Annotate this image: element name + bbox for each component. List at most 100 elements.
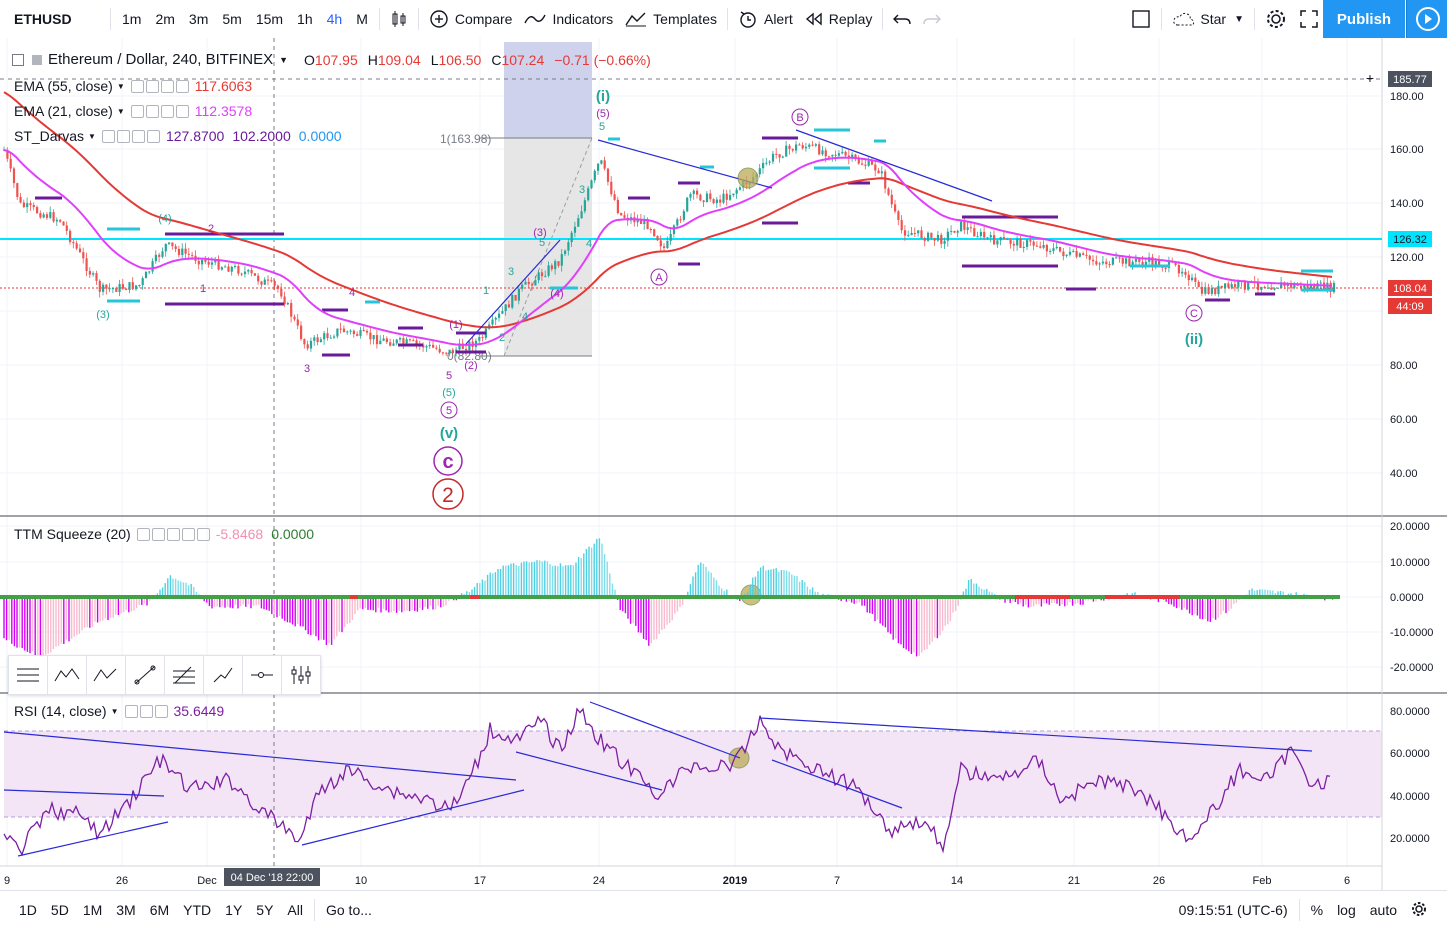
chevron-down-icon[interactable]: ▼ [110, 706, 119, 716]
chart-type-button[interactable] [384, 0, 414, 38]
publish-more-button[interactable] [1406, 0, 1447, 38]
rsi-axis[interactable]: 80.0000 60.0000 40.0000 20.0000 [1390, 706, 1430, 845]
timeframe-1m[interactable]: 1m [122, 11, 142, 27]
ema55-legend[interactable]: EMA (55, close) ▼ 117.6063 [14, 78, 252, 94]
templates-button[interactable]: Templates [619, 0, 723, 38]
ttm-tick: -20.0000 [1390, 662, 1433, 674]
replay-label: Replay [828, 11, 873, 27]
chevron-down-icon[interactable]: ▼ [116, 106, 125, 116]
fib-icon [173, 666, 195, 684]
horizontal-ray-tool[interactable] [243, 656, 282, 694]
fib-box [504, 138, 592, 356]
indicators-button[interactable]: Indicators [518, 0, 619, 38]
timeframe-1h[interactable]: 1h [297, 11, 313, 27]
ttm-axis[interactable]: 20.0000 10.0000 0.0000 -10.0000 -20.0000 [1390, 521, 1433, 674]
range-3m[interactable]: 3M [116, 902, 136, 918]
range-1y[interactable]: 1Y [225, 902, 243, 918]
wave-small-label: 5 [446, 405, 452, 417]
range-5y[interactable]: 5Y [256, 902, 274, 918]
collapse-icon[interactable] [12, 53, 24, 66]
sliders-tool[interactable] [282, 656, 320, 694]
chart-area[interactable]: 1(163.98) 0(82.80) [0, 38, 1447, 890]
range-5d[interactable]: 5D [50, 902, 69, 918]
range-6m[interactable]: 6M [149, 902, 170, 918]
crosshair-price-label: 185.77 [1393, 74, 1427, 86]
price-axis[interactable]: 180.00 160.00 140.00 120.00 80.00 60.00 40.00 [1390, 91, 1424, 480]
ttm-value-1: -5.8468 [215, 526, 264, 542]
range-1d[interactable]: 1D [19, 902, 37, 918]
clock[interactable]: 09:15:51 (UTC-6) [1178, 902, 1288, 918]
chevron-down-icon[interactable]: ▼ [279, 54, 289, 65]
time-axis[interactable]: 9 26 Dec 10 17 24 2019 7 14 21 26 Feb 6 [4, 875, 1350, 887]
darvas-name: ST_Darvas [14, 128, 85, 144]
timeframe-15m[interactable]: 15m [255, 11, 284, 27]
star-button[interactable]: Star ▼ [1166, 0, 1250, 38]
chevron-down-icon[interactable]: ▼ [88, 131, 96, 141]
compare-button[interactable]: Compare [423, 0, 519, 38]
timeframe-2m[interactable]: 2m [155, 11, 175, 27]
horizontal-lines-tool[interactable] [9, 656, 48, 694]
divider [378, 8, 380, 30]
divider [882, 8, 884, 30]
eye-icon[interactable] [32, 54, 42, 65]
wave-small-label: 3 [508, 266, 514, 278]
timeframe-5m[interactable]: 5m [222, 11, 242, 27]
wave-small-label: 4 [586, 238, 592, 250]
indicator-controls[interactable] [136, 527, 210, 541]
candles-layer [3, 140, 1336, 357]
percent-toggle[interactable]: % [1310, 902, 1324, 918]
settings-button[interactable] [1259, 0, 1293, 38]
time-tick: 26 [116, 875, 128, 887]
templates-icon [625, 12, 647, 27]
log-toggle[interactable]: log [1337, 902, 1356, 918]
wave-B-circle [791, 108, 809, 126]
range-ytd[interactable]: YTD [183, 902, 212, 918]
abc-wave-tool[interactable] [87, 656, 126, 694]
last-price-tag [1388, 280, 1432, 296]
timeframe-3m[interactable]: 3m [188, 11, 209, 27]
range-1m[interactable]: 1M [82, 902, 103, 918]
rsi-legend[interactable]: RSI (14, close) ▼ 35.6449 [14, 703, 224, 719]
indicator-controls[interactable] [124, 704, 168, 718]
drawing-toolbar [8, 655, 321, 695]
path-tool[interactable] [204, 656, 243, 694]
alert-button[interactable]: Alert [732, 0, 799, 38]
path-icon [213, 667, 233, 683]
ema21-legend[interactable]: EMA (21, close) ▼ 112.3578 [14, 103, 252, 119]
wave-B-label: B [796, 112, 803, 124]
fib-tool[interactable] [165, 656, 204, 694]
main-legend: Ethereum / Dollar, 240, BITFINEX ▼ O 107.… [12, 51, 651, 68]
settings-button[interactable] [1404, 901, 1447, 920]
wave-small-label: 3 [579, 184, 585, 196]
darvas-value-2: 102.2000 [232, 128, 291, 144]
redo-button[interactable] [917, 0, 947, 38]
range-list: 1D 5D 1M 3M 6M YTD 1Y 5Y All [0, 902, 310, 918]
trendline-tool[interactable] [126, 656, 165, 694]
publish-button[interactable]: Publish [1323, 0, 1405, 38]
indicator-controls[interactable] [130, 104, 189, 118]
rsi-trendlines [3, 701, 1313, 857]
crosshair-plus-icon[interactable]: + [1366, 70, 1374, 86]
auto-toggle[interactable]: auto [1369, 902, 1397, 918]
goto-button[interactable]: Go to... [325, 902, 372, 918]
indicator-controls[interactable] [101, 129, 160, 143]
indicator-controls[interactable] [130, 79, 189, 93]
compare-label: Compare [454, 11, 513, 27]
main-title[interactable]: Ethereum / Dollar, 240, BITFINEX [48, 51, 274, 68]
undo-button[interactable] [887, 0, 917, 38]
darvas-legend[interactable]: ST_Darvas ▼ 127.8700 102.2000 0.0000 [14, 128, 342, 144]
divider [313, 899, 315, 921]
timeframe-M[interactable]: M [356, 11, 368, 27]
fullscreen-button[interactable] [1293, 0, 1325, 38]
ttm-legend[interactable]: TTM Squeeze (20) -5.8468 0.0000 [14, 526, 314, 542]
replay-button[interactable]: Replay [799, 0, 879, 38]
chevron-down-icon[interactable]: ▼ [116, 81, 125, 91]
layout-button[interactable] [1125, 0, 1157, 38]
range-all[interactable]: All [287, 902, 303, 918]
timeframe-4h[interactable]: 4h [326, 11, 343, 27]
ohlc-o-label: O [304, 51, 315, 68]
time-tick: 14 [951, 875, 963, 887]
wave-tool[interactable] [48, 656, 87, 694]
symbol-search[interactable]: ETHUSD [14, 11, 72, 27]
divider [110, 8, 111, 30]
